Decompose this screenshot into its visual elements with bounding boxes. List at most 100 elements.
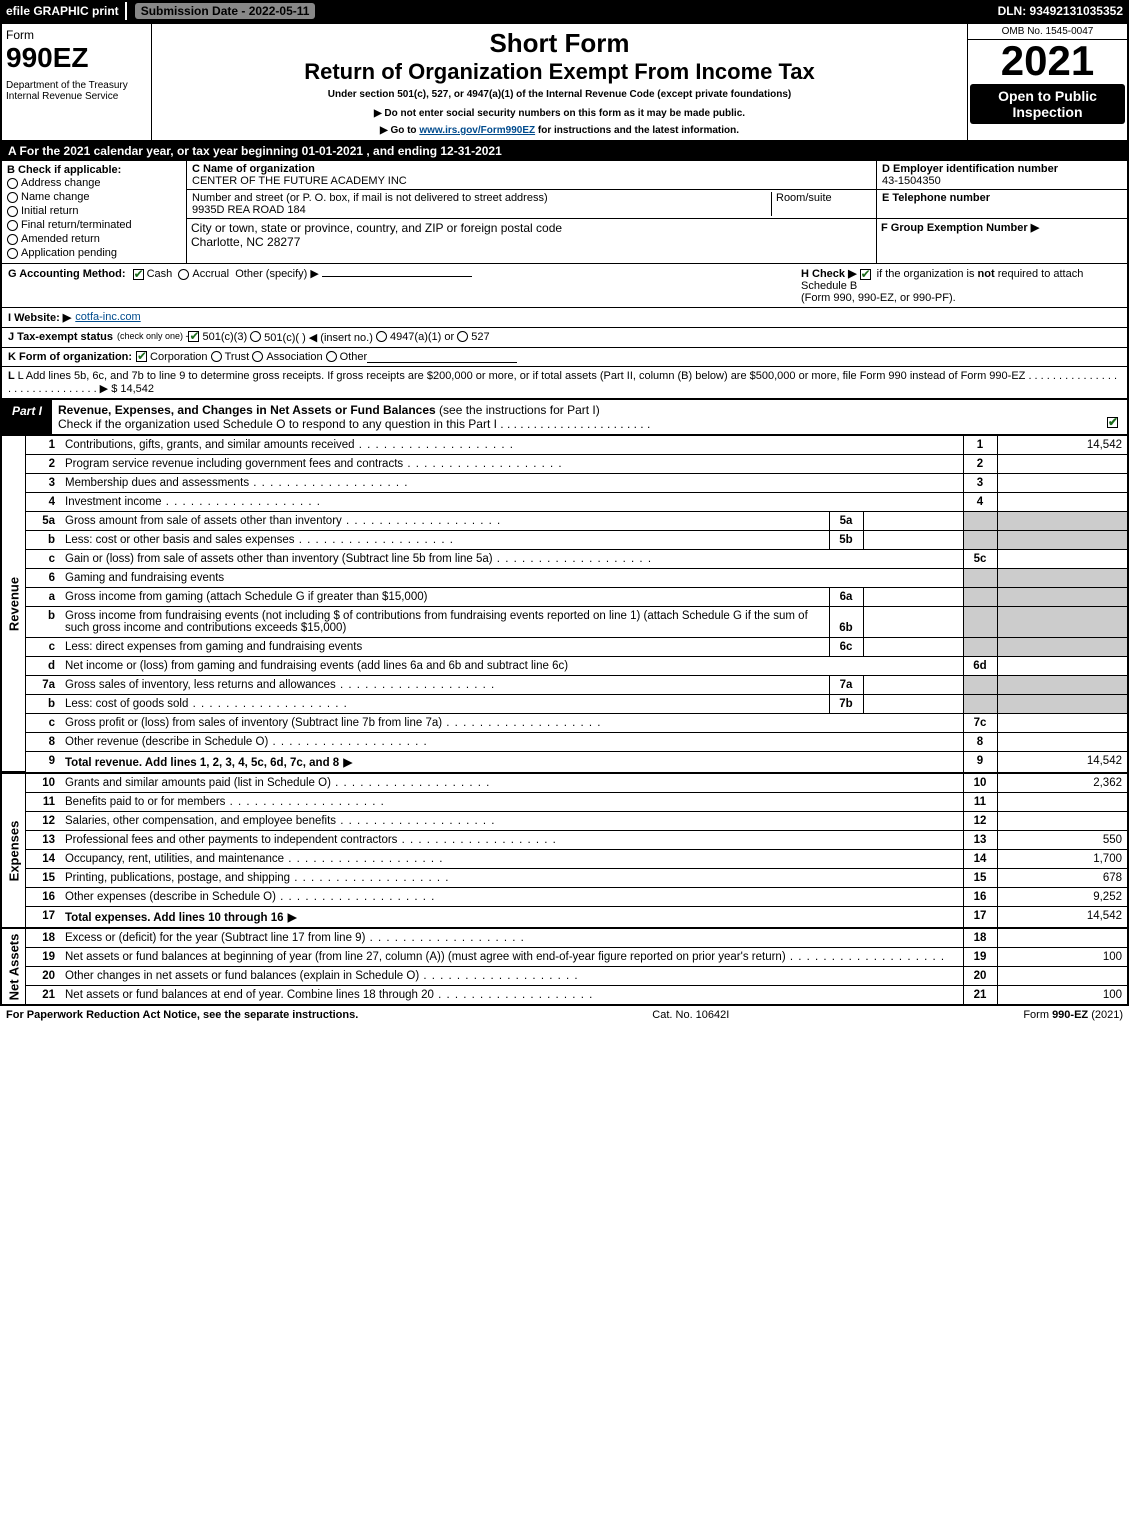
- line-13-num: 13: [26, 831, 60, 850]
- website-link[interactable]: cotfa-inc.com: [75, 311, 140, 324]
- side-label-revenue-text: Revenue: [6, 576, 21, 630]
- check-amended-return[interactable]: Amended return: [7, 232, 181, 246]
- line-6-num: 6: [26, 569, 60, 588]
- line-2-amount: [997, 455, 1127, 474]
- line-14: 14 Occupancy, rent, utilities, and maint…: [26, 850, 1127, 869]
- line-9: 9 Total revenue. Add lines 1, 2, 3, 4, 5…: [26, 752, 1127, 773]
- h-check-prefix: H Check ▶: [801, 268, 860, 280]
- opt-other-org-label: Other: [340, 351, 368, 363]
- org-name-block: C Name of organization CENTER OF THE FUT…: [187, 161, 876, 190]
- check-application-pending-label: Application pending: [21, 247, 117, 259]
- footer-form-number: 990-EZ: [1052, 1009, 1088, 1021]
- line-3-amount: [997, 474, 1127, 493]
- line-6b-desc: Gross income from fundraising events (no…: [60, 607, 829, 638]
- line-19-box: 19: [963, 948, 997, 967]
- line-15-num: 15: [26, 869, 60, 888]
- side-label-net-assets: Net Assets: [2, 929, 26, 1004]
- line-16: 16 Other expenses (describe in Schedule …: [26, 888, 1127, 907]
- line-4: 4 Investment income 4: [26, 493, 1127, 512]
- check-accrual-label: Accrual: [192, 268, 229, 280]
- check-501c-other[interactable]: [250, 331, 261, 342]
- check-application-pending[interactable]: Application pending: [7, 246, 181, 260]
- check-501c3[interactable]: [188, 331, 199, 342]
- line-6b-num: b: [26, 607, 60, 638]
- line-11-box: 11: [963, 793, 997, 812]
- check-accrual[interactable]: [178, 269, 189, 280]
- goto-suffix: for instructions and the latest informat…: [535, 125, 739, 136]
- opt-4947-label: 4947(a)(1) or: [390, 331, 454, 344]
- line-6c: c Less: direct expenses from gaming and …: [26, 638, 1127, 657]
- header-left: Form 990EZ Department of the Treasury In…: [2, 24, 152, 140]
- check-address-change[interactable]: Address change: [7, 176, 181, 190]
- header-mid: Short Form Return of Organization Exempt…: [152, 24, 967, 140]
- org-name-label: C Name of organization: [192, 163, 315, 175]
- check-initial-return[interactable]: Initial return: [7, 204, 181, 218]
- line-13: 13 Professional fees and other payments …: [26, 831, 1127, 850]
- line-21-num: 21: [26, 986, 60, 1005]
- line-6a-num: a: [26, 588, 60, 607]
- check-4947[interactable]: [376, 331, 387, 342]
- line-17-box: 17: [963, 907, 997, 928]
- h-text4: (Form 990, 990-EZ, or 990-PF).: [801, 292, 956, 304]
- efile-print-link[interactable]: efile GRAPHIC print: [0, 2, 125, 20]
- line-8-desc: Other revenue (describe in Schedule O): [60, 733, 963, 752]
- form-number: 990EZ: [6, 42, 147, 74]
- line-8-num: 8: [26, 733, 60, 752]
- h-text2: if the organization is: [877, 268, 978, 280]
- footer-catalog-number: Cat. No. 10642I: [652, 1009, 729, 1021]
- line-6a-minibox: 6a: [829, 588, 863, 607]
- city-value: Charlotte, NC 28277: [191, 235, 300, 249]
- ein-label: D Employer identification number: [882, 163, 1058, 175]
- side-label-net-assets-text: Net Assets: [6, 933, 21, 1000]
- check-527[interactable]: [457, 331, 468, 342]
- line-3-num: 3: [26, 474, 60, 493]
- line-4-num: 4: [26, 493, 60, 512]
- check-name-change-label: Name change: [21, 191, 90, 203]
- gross-receipts-value: 14,542: [120, 383, 154, 395]
- line-5b-desc: Less: cost or other basis and sales expe…: [60, 531, 829, 550]
- section-i-website: I Website: ▶ cotfa-inc.com: [0, 308, 1129, 327]
- check-cash[interactable]: [133, 269, 144, 280]
- line-6d-box: 6d: [963, 657, 997, 676]
- line-20-amount: [997, 967, 1127, 986]
- line-5b-box-shade: [963, 531, 997, 550]
- line-11: 11 Benefits paid to or for members 11: [26, 793, 1127, 812]
- line-15-box: 15: [963, 869, 997, 888]
- line-6c-amount-shade: [997, 638, 1127, 657]
- side-label-revenue: Revenue: [2, 436, 26, 772]
- footer-form-ref: Form 990-EZ (2021): [1023, 1009, 1123, 1021]
- check-name-change[interactable]: Name change: [7, 190, 181, 204]
- check-trust[interactable]: [211, 351, 222, 362]
- line-7a-minibox: 7a: [829, 676, 863, 695]
- other-org-input[interactable]: [367, 351, 517, 363]
- accounting-other-input[interactable]: [322, 276, 472, 277]
- line-2-desc: Program service revenue including govern…: [60, 455, 963, 474]
- check-schedule-b-not-required[interactable]: [860, 269, 871, 280]
- line-5a-amount-shade: [997, 512, 1127, 531]
- line-6a-miniamount: [863, 588, 963, 607]
- check-association[interactable]: [252, 351, 263, 362]
- tax-exempt-label: J Tax-exempt status: [8, 331, 113, 344]
- check-corporation[interactable]: [136, 351, 147, 362]
- room-suite-label: Room/suite: [776, 192, 832, 204]
- part-i-title-main: Revenue, Expenses, and Changes in Net As…: [58, 403, 436, 417]
- group-exemption-label: F Group Exemption Number ▶: [881, 222, 1039, 234]
- line-7a: 7a Gross sales of inventory, less return…: [26, 676, 1127, 695]
- org-name-value: CENTER OF THE FUTURE ACADEMY INC: [192, 175, 407, 187]
- check-schedule-o-used[interactable]: [1107, 417, 1118, 428]
- irs-form-link[interactable]: www.irs.gov/Form990EZ: [419, 125, 535, 136]
- check-final-return[interactable]: Final return/terminated: [7, 218, 181, 232]
- opt-527-label: 527: [471, 331, 489, 344]
- line-5b-minibox: 5b: [829, 531, 863, 550]
- section-b-label: B Check if applicable:: [7, 164, 181, 176]
- opt-501c-other-label: 501(c)( ) ◀ (insert no.): [264, 331, 373, 344]
- line-6b: b Gross income from fundraising events (…: [26, 607, 1127, 638]
- check-initial-return-label: Initial return: [21, 205, 78, 217]
- check-final-return-label: Final return/terminated: [21, 219, 132, 231]
- h-not: not: [978, 268, 995, 280]
- check-other-org[interactable]: [326, 351, 337, 362]
- line-4-box: 4: [963, 493, 997, 512]
- line-20: 20 Other changes in net assets or fund b…: [26, 967, 1127, 986]
- line-7c-amount: [997, 714, 1127, 733]
- line-6: 6 Gaming and fundraising events: [26, 569, 1127, 588]
